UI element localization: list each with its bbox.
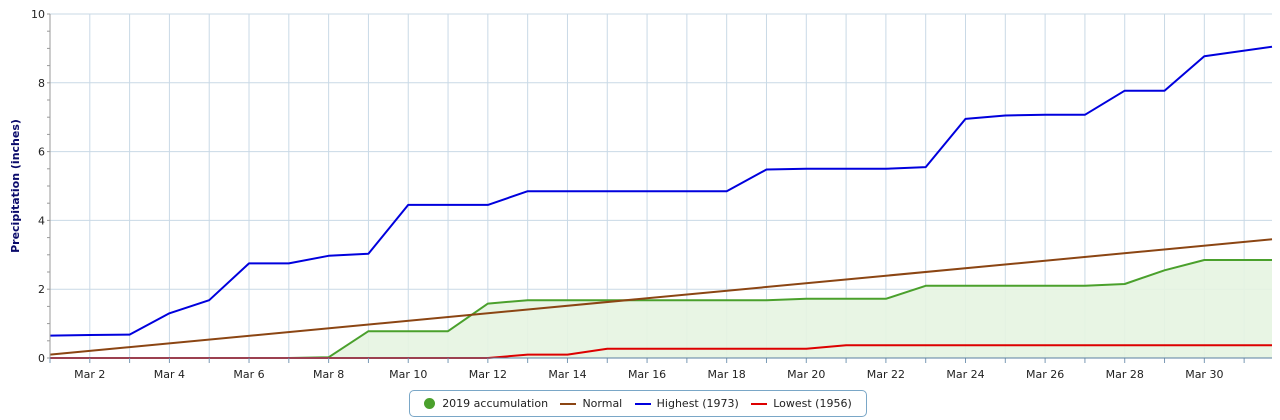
x-tick-label: Mar 16 bbox=[628, 368, 666, 381]
series-line-normal[interactable] bbox=[49, 238, 1273, 356]
legend-item-normal[interactable]: Normal bbox=[560, 397, 622, 410]
series-area-2019-accumulation bbox=[50, 260, 1272, 358]
x-tick-label: Mar 14 bbox=[548, 368, 586, 381]
y-tick-label: 10 bbox=[31, 8, 45, 21]
series-line-highest-1973[interactable] bbox=[49, 45, 1273, 337]
legend-item-2019-accumulation[interactable]: 2019 accumulation bbox=[424, 397, 548, 410]
legend-item-highest-1973[interactable]: Highest (1973) bbox=[634, 397, 739, 410]
x-tick-label: Mar 6 bbox=[233, 368, 264, 381]
y-tick-label: 6 bbox=[38, 146, 45, 159]
axes: 0 2 4 6 8 10 Mar 2 Mar 4 Mar 6 Mar 8 Mar 10 Mar 12 M… bbox=[31, 8, 1272, 381]
legend-dot-icon bbox=[424, 398, 436, 409]
x-tick-label: Mar 20 bbox=[787, 368, 825, 381]
x-tick-label: Mar 2 bbox=[74, 368, 105, 381]
legend-label: Highest (1973) bbox=[656, 397, 739, 410]
legend-label: 2019 accumulation bbox=[442, 397, 549, 410]
y-tick-label: 8 bbox=[38, 77, 45, 90]
x-tick-label: Mar 24 bbox=[946, 368, 984, 381]
y-tick-label: 0 bbox=[38, 352, 45, 365]
x-tick-label: Mar 22 bbox=[867, 368, 905, 381]
x-tick-label: Mar 10 bbox=[389, 368, 427, 381]
x-tick-label: Mar 30 bbox=[1185, 368, 1223, 381]
legend-item-lowest-1956[interactable]: Lowest (1956) bbox=[751, 397, 852, 410]
x-tick-label: Mar 18 bbox=[708, 368, 746, 381]
legend-label: Lowest (1956) bbox=[773, 397, 852, 410]
x-tick-label: Mar 8 bbox=[313, 368, 344, 381]
x-tick-label: Mar 26 bbox=[1026, 368, 1064, 381]
y-tick-label: 2 bbox=[38, 283, 45, 296]
x-tick-label: Mar 28 bbox=[1106, 368, 1144, 381]
legend-label: Normal bbox=[582, 397, 623, 410]
fill-layer bbox=[50, 260, 1272, 358]
x-tick-label: Mar 4 bbox=[154, 368, 185, 381]
x-tick-label: Mar 12 bbox=[469, 368, 507, 381]
legend: 2019 accumulation Normal Highest (1973) Low… bbox=[409, 390, 867, 417]
y-tick-label: 4 bbox=[38, 214, 45, 227]
legend-line-icon bbox=[751, 402, 768, 405]
y-axis-label: Precipitation (inches) bbox=[9, 119, 22, 253]
legend-line-icon bbox=[560, 402, 577, 405]
legend-line-icon bbox=[634, 402, 651, 405]
